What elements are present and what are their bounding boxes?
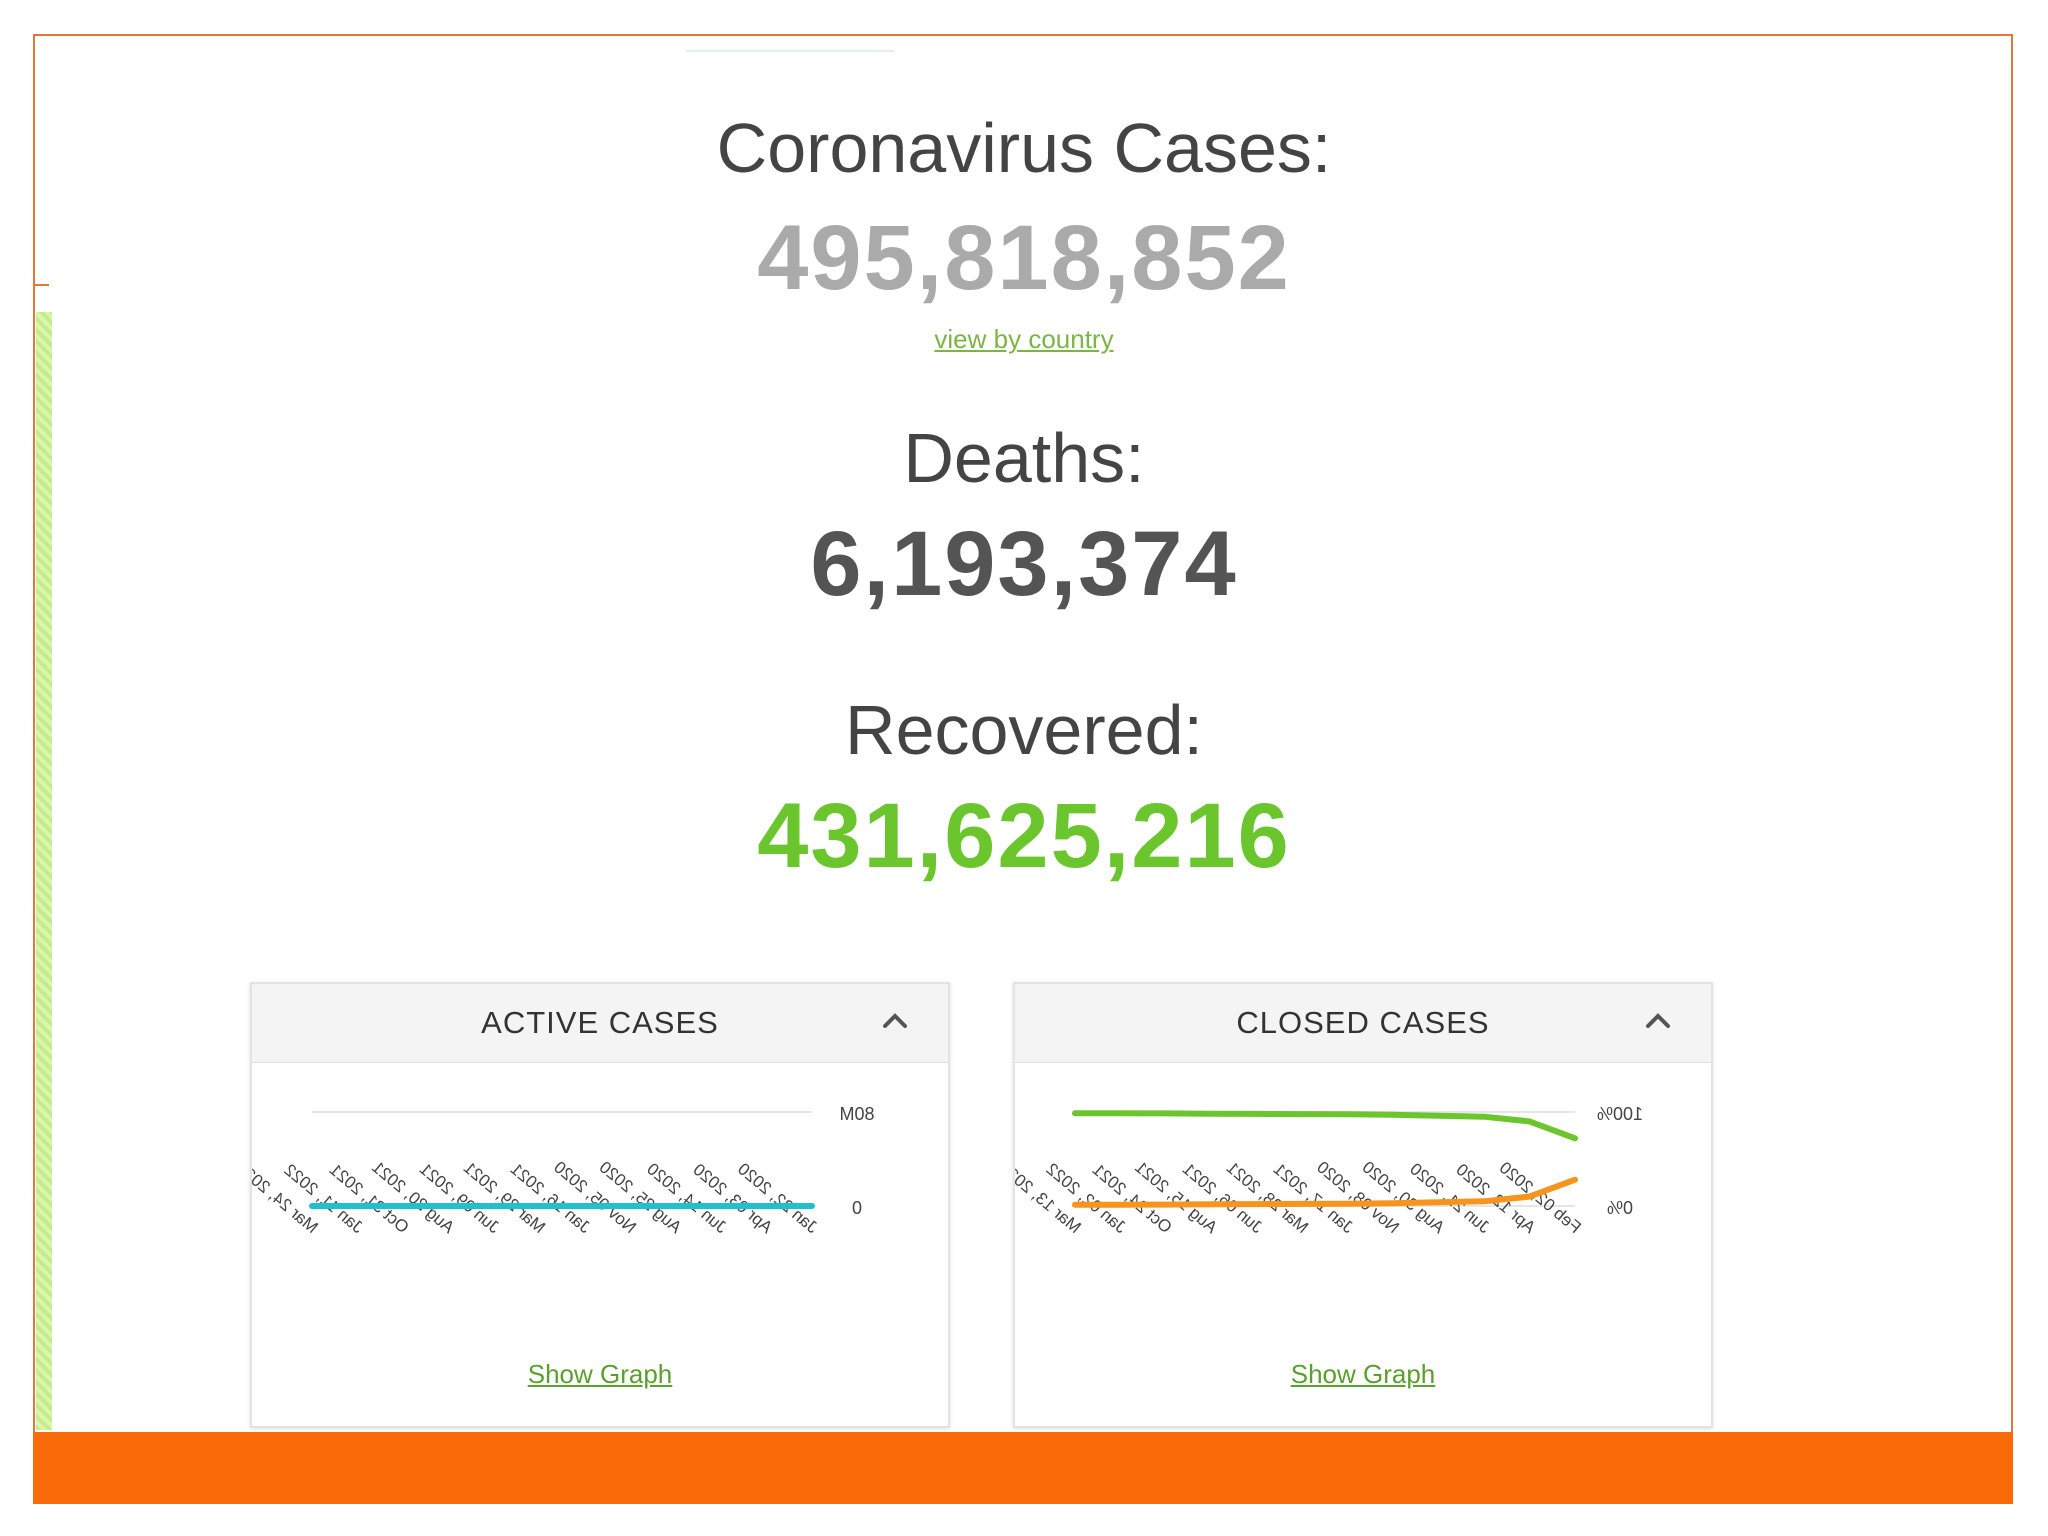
- closed-y-tick-label: 100%: [1597, 1104, 1643, 1124]
- closed-series-line-1: [1072, 1110, 1578, 1142]
- recovered-label: Recovered:: [845, 691, 1203, 769]
- deaths-count: 6,193,374: [810, 513, 1238, 615]
- slide-frame: [33, 34, 2013, 1504]
- cases-count: 495,818,852: [757, 207, 1291, 309]
- closed-cases-panel: CLOSED CASES 0% 100% Feb 02, 2020 Apr 12, 2…: [1013, 982, 1713, 1428]
- closed-cases-title: CLOSED CASES: [1236, 1005, 1490, 1040]
- footer-bar: [33, 1432, 2013, 1504]
- side-accent-bar: [36, 312, 52, 1430]
- cases-label: Coronavirus Cases:: [716, 109, 1332, 187]
- closed-series-line-2: [1072, 1176, 1578, 1208]
- frame-tick-mark: [33, 284, 49, 286]
- view-by-country-link[interactable]: view by country: [934, 324, 1114, 354]
- active-cases-title: ACTIVE CASES: [481, 1005, 719, 1040]
- show-graph-link-closed[interactable]: Show Graph: [1290, 1359, 1436, 1389]
- recovered-count: 431,625,216: [757, 785, 1291, 887]
- top-divider: [686, 50, 894, 52]
- active-cases-header[interactable]: ACTIVE CASES: [252, 984, 948, 1063]
- closed-cases-header[interactable]: CLOSED CASES: [1015, 984, 1711, 1063]
- active-y-tick-label: 0: [852, 1198, 862, 1218]
- active-y-tick-label: 80M: [839, 1104, 874, 1124]
- deaths-label: Deaths:: [903, 419, 1145, 497]
- chevron-up-icon[interactable]: [880, 1006, 910, 1036]
- show-graph-link-active[interactable]: Show Graph: [527, 1359, 673, 1389]
- active-cases-panel: ACTIVE CASES 0 80M Jan 22, 2020 Apr 03, 202…: [250, 982, 950, 1428]
- closed-y-tick-label: 0%: [1607, 1198, 1633, 1218]
- chevron-up-icon[interactable]: [1643, 1006, 1673, 1036]
